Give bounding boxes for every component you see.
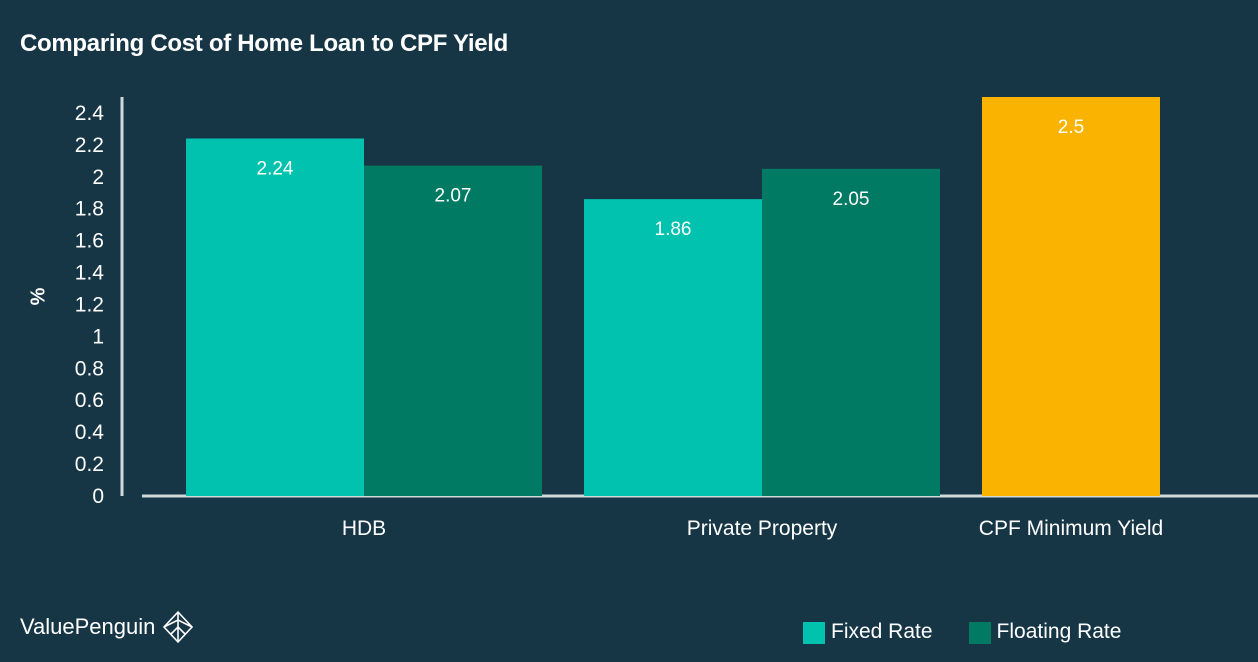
chart-title: Comparing Cost of Home Loan to CPF Yield bbox=[20, 30, 509, 57]
y-tick-labels: 0 0.2 0.4 0.6 0.8 1 1.2 1.4 1.6 1.8 2 2.2 2.4 bbox=[75, 102, 105, 508]
bar-cpf-yield-2 bbox=[982, 97, 1160, 496]
y-tick-label: 1 bbox=[92, 325, 104, 348]
data-label: 1.86 bbox=[655, 219, 692, 240]
legend-swatch-fixed-rate bbox=[803, 622, 825, 644]
y-tick-label: 2.2 bbox=[75, 134, 104, 157]
legend-swatch-floating-rate bbox=[968, 622, 991, 644]
legend-item-floating-rate: Floating Rate bbox=[968, 620, 1122, 644]
y-tick-label: 1.4 bbox=[75, 262, 105, 285]
y-axis-label: % bbox=[27, 287, 50, 306]
penguin-logo-icon bbox=[163, 610, 194, 644]
x-tick-label: CPF Minimum Yield bbox=[979, 517, 1163, 540]
bars: 2.24 2.07 1.86 2.05 2.5 bbox=[186, 97, 1160, 497]
y-tick-label: 2 bbox=[92, 166, 104, 189]
data-label: 2.05 bbox=[833, 189, 870, 210]
y-tick-label: 1.8 bbox=[75, 198, 104, 221]
y-tick-label: 0.2 bbox=[75, 453, 104, 476]
data-label: 2.24 bbox=[257, 158, 294, 179]
x-tick-label: Private Property bbox=[687, 517, 838, 540]
y-tick-label: 2.4 bbox=[75, 102, 105, 125]
bar-floating-rate-1 bbox=[762, 168, 940, 496]
y-tick-label: 0.8 bbox=[75, 357, 104, 380]
legend: Fixed Rate Floating Rate bbox=[803, 620, 1121, 644]
brand-name: ValuePenguin bbox=[20, 614, 156, 639]
legend-item-fixed-rate: Fixed Rate bbox=[803, 620, 933, 644]
legend-label-floating-rate: Floating Rate bbox=[996, 620, 1122, 643]
y-tick-label: 1.6 bbox=[75, 230, 104, 253]
y-tick-label: 0.4 bbox=[75, 421, 105, 444]
bar-floating-rate-0 bbox=[364, 165, 542, 497]
y-tick-label: 0 bbox=[92, 485, 104, 508]
data-label: 2.07 bbox=[435, 186, 472, 207]
bar-fixed-rate-1 bbox=[584, 199, 762, 497]
brand-logo: ValuePenguin bbox=[20, 610, 195, 644]
y-tick-label: 0.6 bbox=[75, 389, 104, 412]
bar-fixed-rate-0 bbox=[186, 138, 364, 496]
x-tick-labels: HDB Private Property CPF Minimum Yield bbox=[342, 517, 1163, 540]
legend-label-fixed-rate: Fixed Rate bbox=[831, 620, 933, 643]
data-label: 2.5 bbox=[1058, 117, 1084, 138]
y-tick-label: 1.2 bbox=[75, 293, 104, 316]
x-tick-label: HDB bbox=[342, 517, 386, 540]
